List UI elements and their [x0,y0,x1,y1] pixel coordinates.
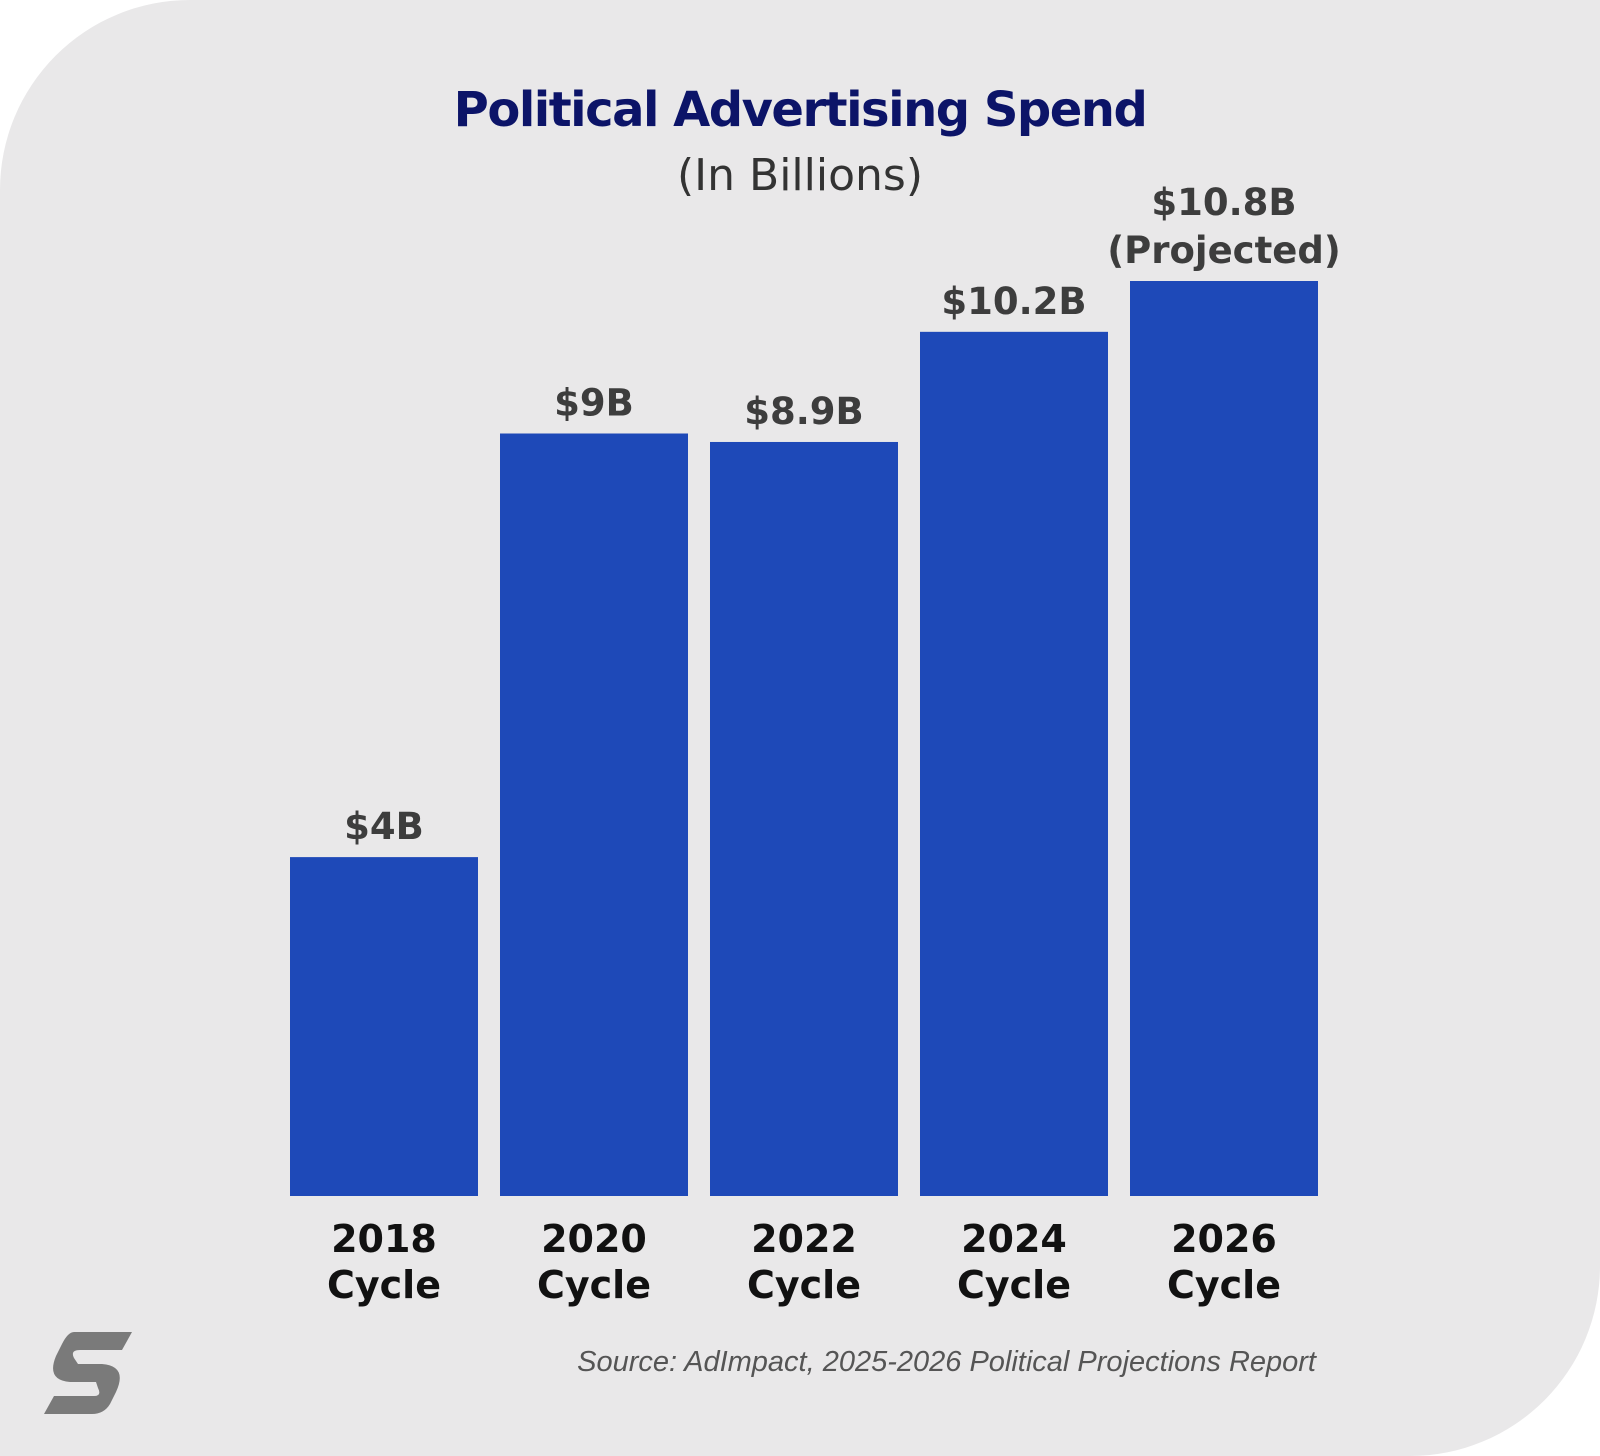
category-label-2022: 2022 [751,1217,857,1261]
bar-2022 [710,441,898,1196]
category-label-2018: 2018 [331,1217,437,1261]
bar-2024 [920,331,1108,1196]
chart-subtitle: (In Billions) [677,150,923,201]
value-label-2024: $10.2B [941,280,1086,323]
bar-2018 [290,857,478,1196]
category-label-2022-1: Cycle [747,1263,861,1307]
s-logo-shape [44,1332,132,1414]
category-label-2018-1: Cycle [327,1263,441,1307]
category-label-2026: 2026 [1171,1217,1277,1261]
chart-title: Political Advertising Spend [453,82,1148,138]
s-logo-icon [44,1332,132,1414]
category-label-2024: 2024 [961,1217,1067,1261]
value-label-2020: $9B [554,382,634,425]
category-label-2020: 2020 [541,1217,647,1261]
bar-2026 [1130,281,1318,1196]
value-label-2026: $10.8B [1151,181,1296,224]
value-label-2026-1: (Projected) [1107,229,1341,272]
category-label-2020-1: Cycle [537,1263,651,1307]
bar-2020 [500,433,688,1196]
source-note: Source: AdImpact, 2025-2026 Political Pr… [577,1346,1316,1378]
category-label-2024-1: Cycle [957,1263,1071,1307]
value-label-2022: $8.9B [744,390,864,433]
category-label-2026-1: Cycle [1167,1263,1281,1307]
value-label-2018: $4B [344,805,424,848]
